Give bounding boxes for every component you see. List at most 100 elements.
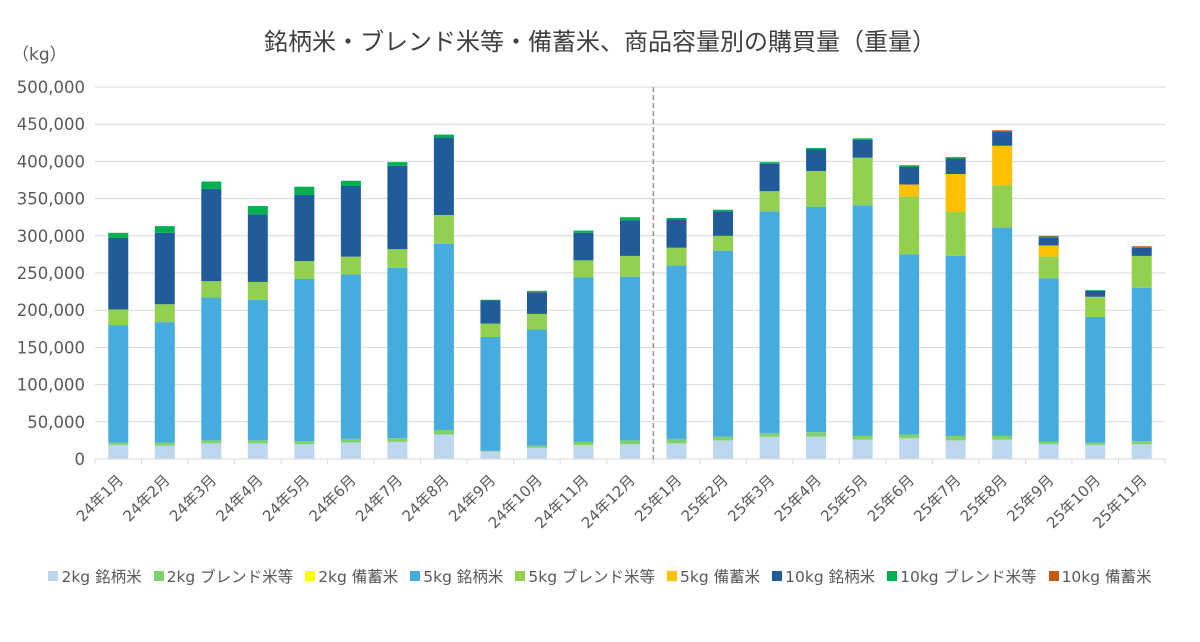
x-tick-label: 25年2月 — [678, 471, 732, 525]
x-tick-label: 24年3月 — [166, 471, 220, 525]
bar-segment — [899, 438, 920, 459]
bar-segment — [945, 157, 966, 159]
bar-segment — [899, 166, 920, 185]
bar-segment — [1131, 255, 1152, 288]
bar-segment — [387, 249, 408, 268]
bar-segment — [1038, 256, 1059, 279]
bar-segment — [945, 158, 966, 175]
bar-segment — [1038, 441, 1059, 445]
bar-segment — [1085, 444, 1106, 459]
bar-segment — [294, 444, 315, 459]
bar-segment — [433, 429, 454, 435]
bar-segment — [620, 217, 640, 221]
x-axis-ticks: 24年1月24年2月24年3月24年4月24年5月24年6月24年7月24年8月… — [73, 471, 1151, 532]
legend-item: 2kg ブレンド米等 — [153, 565, 293, 587]
x-tick-label: 25年3月 — [724, 471, 778, 525]
bar-segment — [806, 206, 827, 433]
bar-segment — [992, 185, 1013, 228]
bar-segment — [108, 325, 129, 443]
bar-segment — [387, 162, 408, 166]
bar-segment — [899, 165, 920, 166]
bar-segment — [1131, 246, 1152, 248]
bar-segment — [899, 165, 920, 167]
legend-swatch — [515, 571, 526, 581]
bar-segment — [1085, 442, 1106, 445]
bar-segment — [247, 440, 268, 444]
bar-segment — [1085, 297, 1106, 317]
bar-segment — [201, 443, 222, 459]
bar-segment — [154, 232, 175, 305]
bar-segment — [992, 130, 1013, 131]
bar-segment — [945, 435, 966, 441]
bar-segment — [387, 267, 408, 439]
bar-segment — [666, 438, 687, 444]
bar-segment — [666, 265, 687, 439]
legend-label: 5kg 銘柄米 — [423, 568, 504, 586]
bar-segment — [154, 322, 175, 443]
x-tick-label: 25年5月 — [817, 471, 871, 525]
bar-segment — [154, 304, 175, 323]
bar-segment — [340, 274, 361, 439]
bar-segment — [294, 441, 315, 445]
bar-segment — [108, 238, 129, 310]
bar-segment — [201, 297, 222, 441]
bar-segment — [573, 277, 594, 442]
y-tick-label: 100,000 — [17, 376, 85, 395]
bar-segment — [154, 226, 175, 233]
bar-segment — [759, 436, 780, 459]
bar-segment — [247, 443, 268, 459]
bar-segment — [247, 299, 268, 441]
y-tick-label: 400,000 — [17, 152, 85, 171]
bar-segment — [1085, 290, 1106, 291]
x-axis — [94, 458, 1166, 464]
bar-segment — [480, 299, 501, 301]
bar-segment — [526, 447, 547, 459]
x-tick-label: 24年8月 — [399, 471, 453, 525]
legend-label: 10kg 備蓄米 — [1061, 568, 1152, 586]
bar-segment — [713, 235, 734, 251]
legend-swatch — [667, 571, 678, 581]
bar-segment — [992, 130, 1013, 132]
bar-segment — [340, 180, 361, 186]
bar-segment — [433, 434, 454, 459]
chart-title: 銘柄米・ブレンド米等・備蓄米、商品容量別の購買量（重量） — [264, 28, 936, 56]
x-tick-label: 25年8月 — [957, 471, 1011, 525]
bar-segment — [1085, 316, 1106, 443]
legend-swatch — [48, 571, 59, 581]
bar-segment — [1131, 441, 1152, 445]
bar-segment — [620, 440, 640, 445]
bar-segment — [806, 149, 827, 172]
bar-segment — [945, 440, 966, 459]
bar-segment — [526, 445, 547, 448]
bar-segment — [247, 281, 268, 300]
bar-segment — [433, 134, 454, 138]
bar-segment — [433, 243, 454, 430]
bar-segment — [387, 441, 408, 459]
bar-segment — [340, 256, 361, 275]
legend-item: 5kg 銘柄米 — [410, 565, 503, 587]
bar-segment — [1131, 444, 1152, 459]
bar-segment — [992, 227, 1013, 436]
legend-item: 10kg 銘柄米 — [772, 565, 875, 587]
bar-segment — [852, 138, 873, 140]
legend-label: 5kg 備蓄米 — [680, 568, 761, 586]
x-tick-label: 25年6月 — [864, 471, 918, 525]
bar-segment — [713, 211, 734, 236]
bar-segment — [108, 442, 129, 445]
bar-segment — [806, 171, 827, 207]
x-tick-label: 24年2月 — [119, 471, 173, 525]
legend-item: 5kg 備蓄米 — [667, 565, 760, 587]
bar-segment — [899, 196, 920, 255]
bar-segment — [387, 438, 408, 442]
y-tick-label: 500,000 — [17, 78, 85, 97]
y-tick-label: 0 — [75, 450, 86, 469]
bar-segment — [852, 205, 873, 436]
bar-segment — [108, 309, 129, 326]
bar-segment — [294, 278, 315, 442]
bar-segment — [806, 432, 827, 437]
legend-item: 10kg ブレンド米等 — [887, 565, 1037, 587]
x-tick-label: 24年5月 — [259, 471, 313, 525]
bar-segment — [759, 211, 780, 433]
y-tick-label: 450,000 — [17, 115, 85, 134]
legend-item: 5kg ブレンド米等 — [515, 565, 655, 587]
